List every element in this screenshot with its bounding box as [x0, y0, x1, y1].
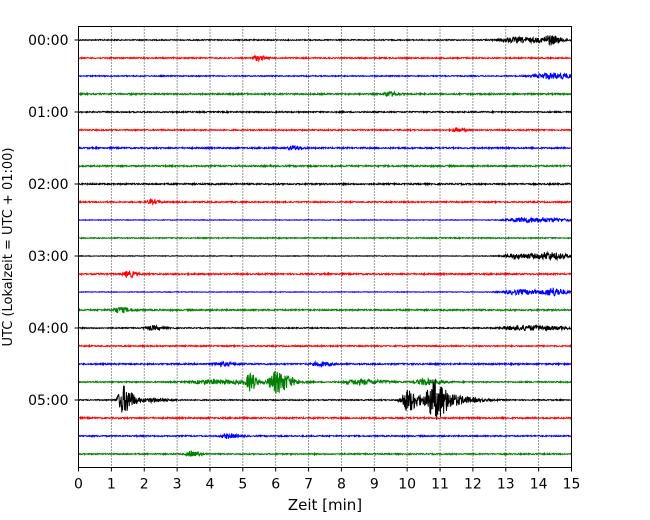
trace-0430	[78, 359, 572, 369]
trace-0500	[78, 379, 572, 420]
x-axis: 0 1 2 3 4 5 6 7 8 9 10 11 12 13 14 15	[74, 467, 581, 493]
x-tick-label: 6	[271, 477, 280, 493]
y-tick-label: 01:00	[28, 105, 68, 121]
x-tick-label: 5	[238, 477, 247, 493]
x-tick-label: 14	[530, 477, 548, 493]
y-tick-label: 03:00	[28, 249, 68, 265]
x-tick-label: 11	[431, 477, 449, 493]
trace-0200	[78, 181, 572, 187]
x-tick-label: 4	[206, 477, 215, 493]
trace-0515	[78, 415, 572, 421]
x-tick-label: 0	[74, 477, 83, 493]
trace-0015	[78, 54, 572, 63]
y-axis-label: UTC (Lokalzeit = UTC + 01:00)	[1, 148, 16, 347]
y-tick-label: 05:00	[28, 393, 68, 409]
trace-0115	[78, 127, 572, 134]
trace-0400	[78, 324, 572, 332]
y-axis: 00:00 01:00 02:00 03:00 04:00 05:00	[28, 33, 79, 409]
trace-0100	[78, 109, 572, 115]
x-tick-label: 3	[173, 477, 182, 493]
trace-0045	[78, 90, 572, 97]
trace-0330	[78, 287, 572, 297]
trace-0445	[78, 370, 572, 394]
x-tick-label: 1	[107, 477, 116, 493]
trace-0130	[78, 144, 572, 152]
trace-0345	[78, 306, 572, 314]
trace-0230	[78, 216, 572, 224]
plot-frame	[78, 26, 572, 468]
x-tick-label: 9	[370, 477, 379, 493]
trace-0215	[78, 197, 572, 206]
traces	[78, 34, 572, 457]
x-tick-label: 7	[304, 477, 313, 493]
x-tick-label: 13	[497, 477, 515, 493]
y-tick-label: 04:00	[28, 321, 68, 337]
trace-0415	[78, 343, 572, 349]
trace-0300	[78, 250, 572, 262]
x-tick-label: 8	[337, 477, 346, 493]
y-tick-label: 00:00	[28, 33, 68, 49]
x-tick-label: 10	[398, 477, 416, 493]
x-axis-label: Zeit [min]	[288, 496, 362, 514]
y-tick-label: 02:00	[28, 177, 68, 193]
x-tick-label: 2	[140, 477, 149, 493]
trace-0245	[78, 236, 572, 240]
trace-0545	[78, 449, 572, 457]
trace-0145	[78, 163, 572, 169]
trace-0315	[78, 270, 572, 279]
trace-0530	[78, 432, 572, 440]
x-tick-label: 15	[563, 477, 581, 493]
trace-0000	[78, 34, 572, 46]
trace-0030	[78, 72, 572, 80]
x-tick-label: 12	[464, 477, 482, 493]
